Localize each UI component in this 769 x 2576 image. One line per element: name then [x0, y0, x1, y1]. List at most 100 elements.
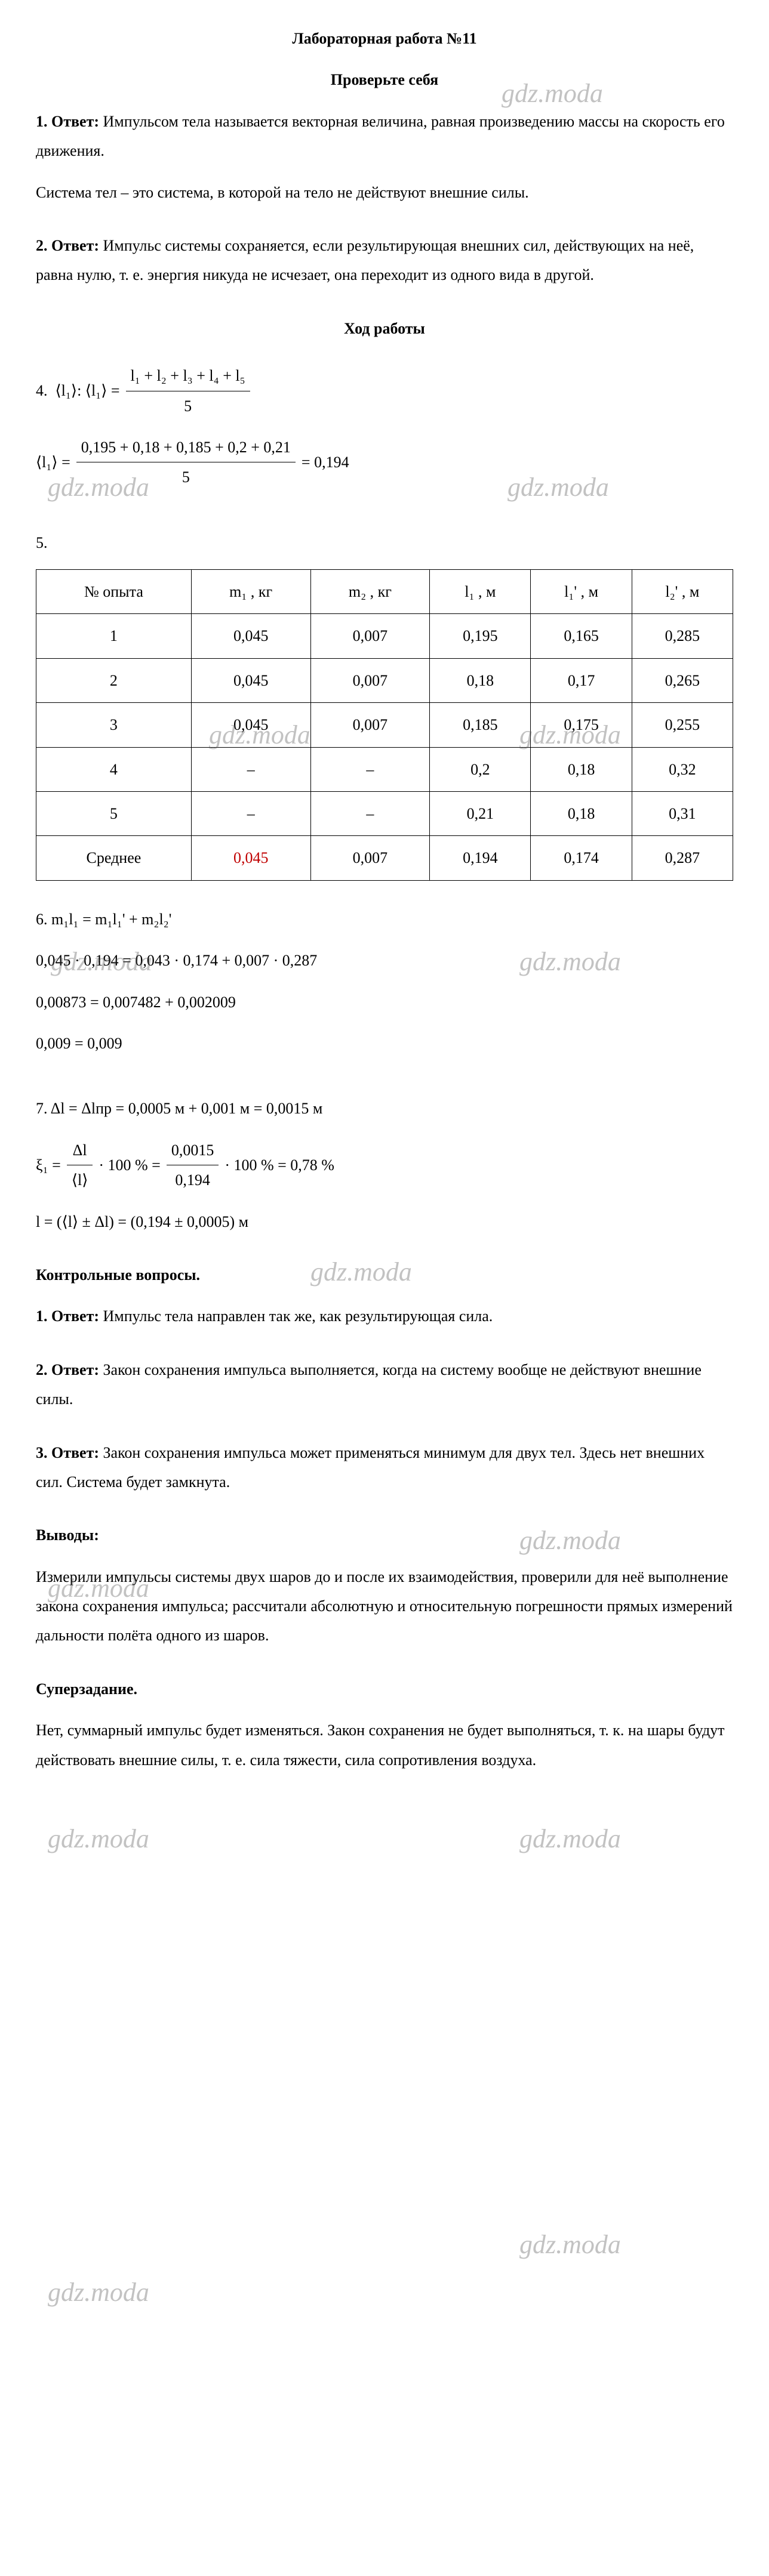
eq4-lhs2: ⟨l₁⟩ =	[36, 448, 70, 477]
eq6-line1: 6. m₁l₁ = m₁l₁' + m₂l₂'	[36, 905, 733, 934]
lab-title: Лабораторная работа №11	[36, 24, 733, 53]
table-cell: 0,045	[191, 836, 310, 880]
table-row: 20,0450,0070,180,170,265	[36, 658, 733, 702]
control-q3-text: Закон сохранения импульса может применят…	[36, 1444, 705, 1491]
answer-2: 2. Ответ: Импульс системы сохраняется, е…	[36, 231, 733, 290]
table-row: 10,0450,0070,1950,1650,285	[36, 614, 733, 658]
table-cell: 0,194	[430, 836, 531, 880]
answer-2-label: 2. Ответ:	[36, 237, 99, 254]
equation-4-line2: ⟨l₁⟩ = 0,195 + 0,18 + 0,185 + 0,2 + 0,21…	[36, 433, 733, 492]
answer-1-text1: Импульсом тела называется векторная вели…	[36, 113, 725, 159]
control-q2: 2. Ответ: Закон сохранения импульса выпо…	[36, 1355, 733, 1414]
table-cell: Среднее	[36, 836, 192, 880]
eq7-xi-num1: Δl	[67, 1136, 93, 1165]
table-cell: 0,2	[430, 747, 531, 791]
eq4-frac1: l₁ + l₂ + l₃ + l₄ + l₅ 5	[126, 361, 250, 421]
eq4-label: 4.	[36, 376, 48, 405]
table-cell: 0,17	[531, 658, 632, 702]
eq7-line1: 7. Δl = Δlпр = 0,0005 м + 0,001 м = 0,00…	[36, 1094, 733, 1123]
table-cell: 0,31	[632, 792, 733, 836]
table-row: 5––0,210,180,31	[36, 792, 733, 836]
eq7-frac2: 0,0015 0,194	[167, 1136, 219, 1195]
eq4-frac2: 0,195 + 0,18 + 0,185 + 0,2 + 0,21 5	[76, 433, 296, 492]
watermark: gdz.moda	[48, 2268, 149, 2318]
eq7-xi-den1: ⟨l⟩	[67, 1165, 93, 1195]
eq7-xi-end: · 100 % = 0,78 %	[224, 1150, 334, 1180]
table-cell: 5	[36, 792, 192, 836]
table-cell: 0,165	[531, 614, 632, 658]
table-cell: 0,18	[430, 658, 531, 702]
eq4-den1: 5	[126, 391, 250, 421]
table-cell: 0,045	[191, 658, 310, 702]
equation-4-line1: 4. ⟨l₁⟩: ⟨l₁⟩ = l₁ + l₂ + l₃ + l₄ + l₅ 5	[36, 361, 733, 421]
check-yourself-heading: Проверьте себя	[36, 65, 733, 94]
table-cell: 0,265	[632, 658, 733, 702]
control-q3-label: 3. Ответ:	[36, 1444, 99, 1461]
super-task-text: Нет, суммарный импульс будет изменяться.…	[36, 1716, 733, 1775]
eq7-line3: l = (⟨l⟩ ± Δl) = (0,194 ± 0,0005) м	[36, 1207, 733, 1236]
table-row: Среднее0,0450,0070,1940,1740,287	[36, 836, 733, 880]
table-cell: 0,195	[430, 614, 531, 658]
table-header: l₁' , м	[531, 570, 632, 614]
table-cell: 0,045	[191, 614, 310, 658]
table-label: 5.	[36, 528, 733, 557]
eq6-line4: 0,009 = 0,009	[36, 1029, 733, 1058]
watermark: gdz.moda	[519, 1814, 621, 1864]
watermark: gdz.moda	[519, 2220, 621, 2270]
table-cell: –	[310, 792, 430, 836]
table-cell: –	[191, 792, 310, 836]
table-cell: 0,18	[531, 747, 632, 791]
table-cell: 0,174	[531, 836, 632, 880]
table-cell: 0,21	[430, 792, 531, 836]
table-cell: 0,285	[632, 614, 733, 658]
table-cell: 0,18	[531, 792, 632, 836]
table-cell: 0,287	[632, 836, 733, 880]
conclusions-heading: Выводы:	[36, 1520, 733, 1550]
data-table: № опытаm₁ , кгm₂ , кгl₁ , мl₁' , мl₂' , …	[36, 569, 733, 881]
table-cell: 0,175	[531, 703, 632, 747]
conclusions-text: Измерили импульсы системы двух шаров до …	[36, 1562, 733, 1651]
eq4-lhs: ⟨l₁⟩: ⟨l₁⟩ =	[56, 376, 120, 405]
eq7-line2: ξ₁ = Δl ⟨l⟩ · 100 % = 0,0015 0,194 · 100…	[36, 1136, 733, 1195]
super-task-heading: Суперзадание.	[36, 1674, 733, 1704]
control-q3: 3. Ответ: Закон сохранения импульса може…	[36, 1438, 733, 1497]
eq4-den2: 5	[76, 462, 296, 492]
table-cell: 0,007	[310, 836, 430, 880]
control-q2-text: Закон сохранения импульса выполняется, к…	[36, 1361, 702, 1408]
table-header: m₂ , кг	[310, 570, 430, 614]
eq4-num2: 0,195 + 0,18 + 0,185 + 0,2 + 0,21	[76, 433, 296, 462]
table-cell: 1	[36, 614, 192, 658]
control-q1-text: Импульс тела направлен так же, как резул…	[103, 1307, 493, 1325]
control-q1: 1. Ответ: Импульс тела направлен так же,…	[36, 1301, 733, 1331]
table-cell: 0,007	[310, 658, 430, 702]
eq7-xi-num2: 0,0015	[167, 1136, 219, 1165]
table-cell: 0,255	[632, 703, 733, 747]
eq7-xi-mid: · 100 % =	[99, 1150, 160, 1180]
table-cell: 3	[36, 703, 192, 747]
eq4-result: = 0,194	[302, 448, 349, 477]
answer-1: 1. Ответ: Импульсом тела называется вект…	[36, 107, 733, 166]
answer-2-text: Импульс системы сохраняется, если резуль…	[36, 237, 694, 283]
answer-1-text2: Система тел – это система, в которой на …	[36, 178, 733, 207]
eq7-frac1: Δl ⟨l⟩	[67, 1136, 93, 1195]
eq6-line3: 0,00873 = 0,007482 + 0,002009	[36, 988, 733, 1017]
work-progress-heading: Ход работы	[36, 314, 733, 343]
table-cell: 2	[36, 658, 192, 702]
eq4-num1: l₁ + l₂ + l₃ + l₄ + l₅	[126, 361, 250, 391]
answer-1-label: 1. Ответ:	[36, 113, 99, 130]
table-cell: –	[191, 747, 310, 791]
eq7-xi-lhs: ξ₁ =	[36, 1150, 61, 1180]
table-cell: 0,185	[430, 703, 531, 747]
eq6-line2: 0,045 · 0,194 = 0,043 · 0,174 + 0,007 · …	[36, 946, 733, 975]
table-row: 4––0,20,180,32	[36, 747, 733, 791]
table-header: l₁ , м	[430, 570, 531, 614]
table-cell: 0,32	[632, 747, 733, 791]
eq7-xi-den2: 0,194	[167, 1165, 219, 1195]
control-q1-label: 1. Ответ:	[36, 1307, 99, 1325]
table-row: 30,0450,0070,1850,1750,255	[36, 703, 733, 747]
table-cell: –	[310, 747, 430, 791]
table-cell: 0,007	[310, 703, 430, 747]
control-q2-label: 2. Ответ:	[36, 1361, 99, 1378]
control-questions-heading: Контрольные вопросы.	[36, 1260, 733, 1289]
table-header: m₁ , кг	[191, 570, 310, 614]
